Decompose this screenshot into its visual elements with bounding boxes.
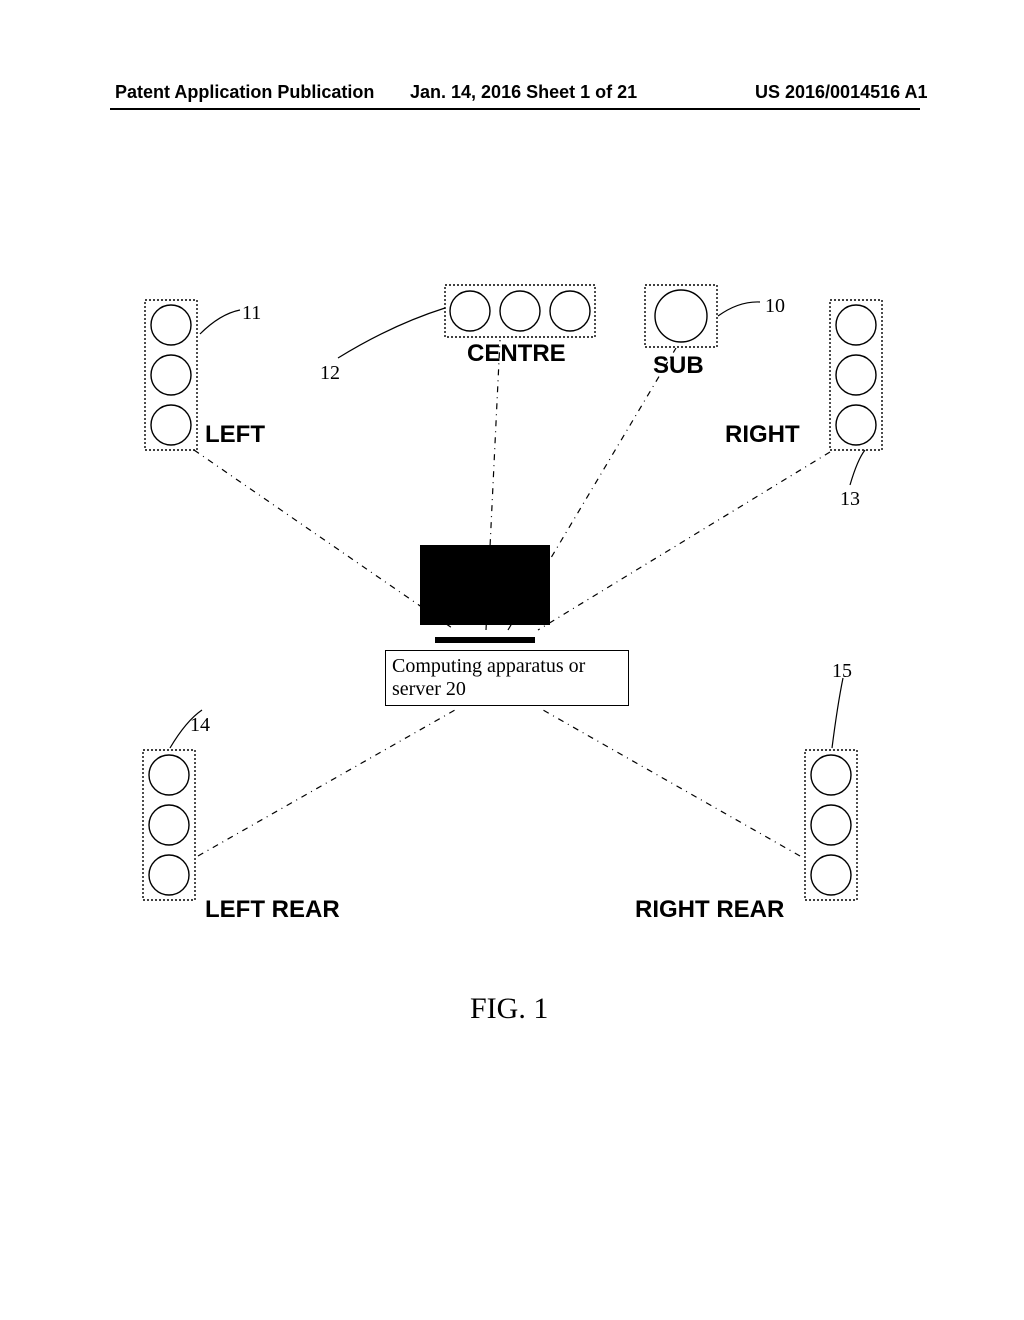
header-patent-number: US 2016/0014516 A1 (755, 82, 927, 103)
monitor-stand-icon (435, 637, 535, 643)
figure-diagram: Computing apparatus or server 20 LEFT RI… (0, 130, 1024, 1130)
label-sub-speaker: SUB (653, 352, 704, 380)
label-left-rear-speaker: LEFT REAR (205, 896, 340, 924)
ref-12: 12 (320, 362, 340, 385)
ref-10: 10 (765, 295, 785, 318)
label-right-rear-speaker: RIGHT REAR (635, 896, 784, 924)
header-date-sheet: Jan. 14, 2016 Sheet 1 of 21 (410, 82, 637, 103)
label-centre-speaker: CENTRE (467, 340, 566, 368)
ref-11: 11 (242, 302, 261, 325)
diagram-svg (0, 130, 1024, 1130)
computing-apparatus-box: Computing apparatus or server 20 (385, 650, 629, 706)
label-right-speaker: RIGHT (725, 421, 800, 449)
figure-caption: FIG. 1 (470, 992, 548, 1026)
label-left-speaker: LEFT (205, 421, 265, 449)
monitor-icon (420, 545, 550, 625)
page: Patent Application Publication Jan. 14, … (0, 0, 1024, 1320)
header-rule (110, 108, 920, 110)
ref-15: 15 (832, 660, 852, 683)
ref-14: 14 (190, 714, 210, 737)
header-publication: Patent Application Publication (115, 82, 374, 103)
ref-13: 13 (840, 488, 860, 511)
